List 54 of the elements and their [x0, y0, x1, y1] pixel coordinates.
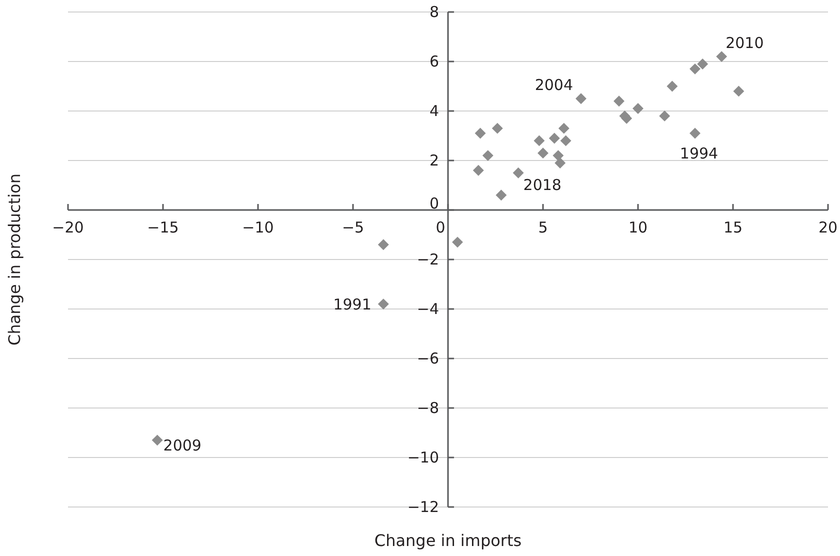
- y-axis-title: Change in production: [5, 174, 24, 346]
- point: [697, 58, 708, 70]
- y-tick-label: 2: [429, 151, 439, 170]
- x-tick-label: 5: [538, 218, 548, 236]
- y-tick-label: 8: [429, 2, 439, 21]
- point: [496, 190, 507, 201]
- point: [534, 135, 545, 146]
- point: [716, 51, 728, 62]
- point: [632, 103, 644, 114]
- point: [378, 239, 389, 250]
- point: [690, 128, 700, 139]
- y-tick-label: −8: [416, 398, 439, 417]
- y-tick-label: 4: [429, 102, 439, 120]
- x-tick-label: 15: [723, 218, 743, 236]
- point: [474, 128, 486, 139]
- x-tick-label: −10: [242, 218, 274, 236]
- point: [554, 158, 566, 168]
- x-tick-label: −15: [147, 218, 179, 236]
- point: [690, 63, 700, 74]
- point: [548, 132, 560, 144]
- point: [492, 122, 503, 134]
- y-tick-label: −10: [407, 448, 439, 466]
- point: [452, 236, 463, 248]
- y-tick-label: −4: [416, 300, 439, 318]
- annotation: 2004: [534, 76, 573, 94]
- y-tick-label: 6: [429, 52, 439, 70]
- annotation: 2009: [163, 436, 202, 454]
- x-tick-label: 20: [818, 218, 838, 236]
- point: [472, 164, 484, 176]
- point: [552, 150, 564, 162]
- y-tick-label: −6: [416, 349, 439, 368]
- point: [558, 122, 570, 134]
- x-axis-title: Change in imports: [374, 531, 522, 550]
- y-tick-label: −2: [416, 250, 439, 268]
- point: [538, 148, 548, 159]
- x-tick-label: −5: [342, 218, 364, 236]
- annotation: 2010: [726, 34, 764, 52]
- x-tick-label: −20: [52, 218, 84, 236]
- point: [666, 80, 678, 92]
- y-tick-label: 0: [429, 194, 439, 212]
- point: [152, 434, 163, 446]
- x-tick-label: 10: [628, 218, 648, 236]
- y-tick-label: −12: [407, 498, 439, 516]
- annotation: 1991: [333, 295, 372, 314]
- point: [576, 93, 586, 104]
- point: [378, 298, 389, 310]
- point: [733, 86, 744, 97]
- point: [560, 135, 572, 146]
- annotation: 2018: [523, 176, 562, 194]
- point: [614, 96, 624, 107]
- point: [482, 150, 494, 162]
- point: [659, 110, 670, 122]
- annotation: 1994: [680, 144, 718, 163]
- point: [512, 167, 524, 178]
